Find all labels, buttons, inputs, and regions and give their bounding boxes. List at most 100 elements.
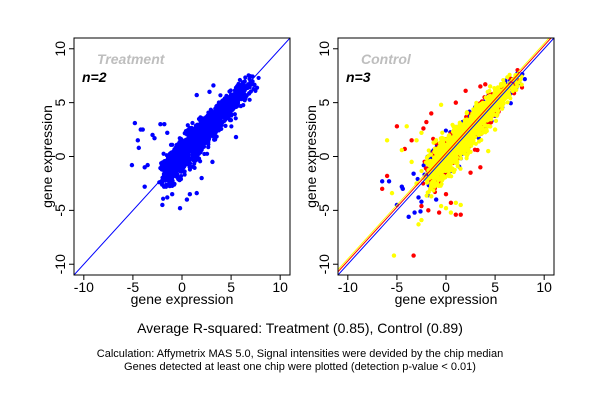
data-point — [445, 173, 450, 178]
data-point — [170, 178, 175, 183]
data-point — [164, 176, 169, 181]
data-point — [190, 120, 195, 126]
data-point — [485, 111, 491, 116]
data-point — [434, 138, 439, 143]
data-point — [507, 93, 512, 98]
data-point — [182, 172, 187, 177]
x-tick-label: -10 — [74, 279, 94, 295]
data-point — [490, 105, 496, 111]
data-point — [421, 126, 426, 131]
data-point — [468, 114, 474, 119]
data-point — [219, 126, 224, 131]
data-point — [449, 174, 454, 179]
data-point — [415, 176, 420, 182]
data-point — [218, 112, 223, 118]
data-point — [411, 253, 416, 258]
point-cloud-pair-3 — [419, 72, 524, 198]
data-point — [172, 158, 177, 163]
data-point — [176, 176, 181, 182]
reference-line — [338, 38, 552, 273]
y-tick-label: 0 — [52, 152, 68, 160]
data-point — [212, 137, 217, 142]
data-point — [519, 82, 524, 87]
data-point — [182, 164, 187, 169]
data-point — [507, 72, 512, 77]
data-point — [150, 132, 155, 138]
data-point — [175, 144, 180, 149]
data-point — [211, 83, 216, 88]
data-point — [483, 82, 488, 87]
data-point — [152, 135, 157, 141]
data-point — [481, 109, 486, 114]
data-point — [519, 74, 524, 79]
data-point — [472, 127, 477, 132]
data-point — [183, 129, 189, 134]
x-axis-label: gene expression — [395, 291, 498, 307]
data-point — [412, 210, 417, 215]
data-point — [440, 178, 445, 183]
data-point — [244, 93, 249, 99]
data-point — [394, 124, 400, 129]
data-point — [458, 156, 463, 161]
data-point — [236, 81, 241, 86]
data-point — [136, 145, 141, 151]
data-point — [476, 109, 481, 114]
data-point — [432, 184, 437, 189]
data-point — [443, 192, 449, 197]
data-point — [440, 130, 445, 135]
reference-line — [74, 38, 290, 275]
data-point — [421, 163, 426, 168]
data-point — [439, 171, 444, 177]
data-point — [232, 112, 237, 117]
data-point — [453, 100, 459, 105]
data-point — [437, 167, 442, 172]
data-point — [179, 169, 184, 174]
data-point — [508, 101, 513, 106]
data-point — [213, 106, 218, 111]
data-point — [450, 168, 455, 173]
data-point — [467, 119, 472, 125]
data-point — [448, 200, 454, 206]
data-point — [445, 163, 450, 168]
data-point — [424, 119, 429, 125]
data-point — [514, 87, 519, 92]
data-point — [159, 167, 164, 172]
point-cloud-replicate-pair — [157, 73, 261, 201]
data-point — [184, 197, 190, 202]
sample-count: n=3 — [346, 69, 371, 85]
data-point — [463, 88, 468, 93]
y-tick-label: 5 — [52, 99, 68, 107]
data-point — [453, 212, 459, 217]
data-point — [210, 159, 215, 165]
data-point — [233, 134, 239, 140]
x-tick-label: -5 — [391, 279, 404, 295]
method-note: Calculation: Affymetrix MAS 5.0, Signal … — [0, 348, 600, 374]
data-point — [492, 127, 498, 132]
data-point — [498, 81, 504, 87]
data-point — [190, 132, 195, 137]
data-point — [458, 212, 463, 217]
data-point — [237, 77, 242, 83]
data-point — [187, 192, 193, 197]
x-tick-label: -10 — [338, 279, 358, 295]
data-point — [164, 183, 169, 188]
data-point — [475, 147, 480, 153]
method-note-line-2: Genes detected at least one chip were pl… — [124, 361, 476, 373]
data-point — [419, 199, 424, 204]
data-point — [437, 144, 442, 149]
data-point — [438, 203, 444, 209]
data-point — [197, 141, 203, 146]
data-point — [225, 115, 230, 120]
data-point — [177, 136, 182, 141]
data-point — [429, 184, 434, 189]
data-point — [406, 214, 411, 220]
data-point — [474, 100, 479, 105]
data-point — [477, 123, 483, 128]
data-point — [433, 197, 439, 202]
data-point — [158, 121, 163, 127]
data-point — [455, 129, 460, 134]
data-point — [233, 116, 238, 121]
data-point — [522, 76, 527, 82]
data-point — [518, 77, 523, 82]
data-point — [171, 148, 176, 154]
